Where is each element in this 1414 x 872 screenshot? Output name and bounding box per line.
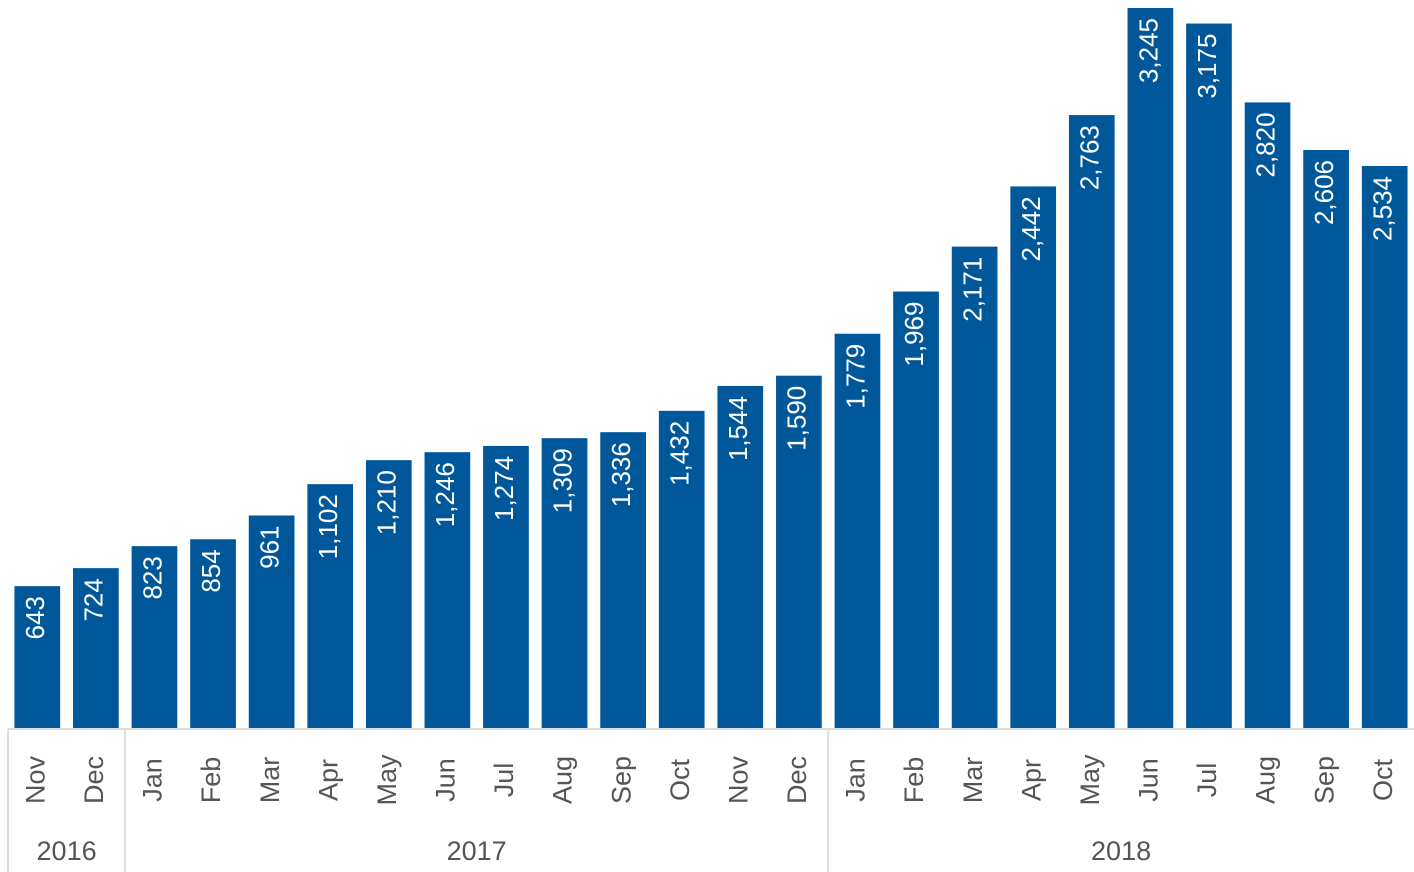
x-tick-label: Dec (79, 756, 109, 804)
value-label: 643 (20, 596, 50, 639)
bar (1303, 149, 1349, 729)
value-label: 2,820 (1250, 112, 1280, 177)
bar (1127, 8, 1174, 729)
x-tick-label: Oct (1368, 759, 1398, 802)
bar (1244, 102, 1291, 730)
value-label: 1,309 (547, 448, 577, 513)
bar (365, 460, 412, 729)
x-tick-label: Aug (1251, 756, 1281, 804)
value-label: 961 (255, 525, 285, 568)
x-tick-label: Feb (196, 757, 226, 804)
x-tick-label: Apr (1016, 759, 1046, 801)
x-tick-label: Mar (255, 757, 285, 804)
value-label: 1,102 (313, 494, 343, 559)
bar (14, 586, 61, 729)
bar (190, 539, 236, 729)
bar (951, 246, 998, 730)
x-tick-label: May (372, 754, 402, 806)
value-label: 823 (137, 556, 167, 599)
x-tick-label: Nov (20, 755, 50, 804)
x-tick-label: Aug (548, 756, 578, 804)
bar (483, 445, 529, 729)
year-label: 2018 (1091, 836, 1151, 866)
value-label: 2,442 (1016, 196, 1046, 261)
value-label: 2,171 (958, 257, 988, 322)
value-label: 1,544 (723, 396, 753, 461)
x-tick-label: Jan (841, 758, 871, 802)
bar (424, 452, 471, 729)
bar (541, 438, 588, 729)
year-label: 2017 (447, 836, 507, 866)
bar (307, 484, 354, 729)
bar (717, 385, 764, 729)
value-label: 1,336 (606, 442, 636, 507)
bar (1010, 186, 1057, 730)
x-tick-label: Jan (138, 758, 168, 802)
value-label: 1,969 (899, 302, 929, 367)
value-label: 854 (196, 549, 226, 592)
bar (1186, 23, 1232, 729)
x-tick-label: Jul (489, 763, 519, 798)
x-tick-label: Feb (899, 757, 929, 804)
x-tick-label: Nov (723, 755, 753, 804)
value-label: 2,534 (1368, 176, 1398, 241)
x-tick-label: Sep (606, 756, 636, 804)
value-label: 3,175 (1192, 34, 1222, 99)
bar (834, 333, 881, 729)
value-label: 2,606 (1309, 160, 1339, 225)
x-tick-label: Jun (1134, 758, 1164, 802)
value-label: 2,763 (1075, 125, 1105, 190)
x-tick-label: Apr (313, 759, 343, 801)
bar (248, 515, 295, 729)
bar (1068, 115, 1115, 729)
x-tick-label: Jun (431, 758, 461, 802)
x-tick-label: Oct (665, 759, 695, 802)
bar (1361, 165, 1408, 730)
x-tick-label: Mar (958, 757, 988, 804)
x-tick-label: Jul (1192, 763, 1222, 798)
x-tick-label: Sep (1309, 756, 1339, 804)
value-label: 1,590 (782, 386, 812, 451)
value-label: 1,246 (430, 462, 460, 527)
bar (893, 291, 939, 729)
value-label: 3,245 (1133, 18, 1163, 83)
bar (776, 375, 822, 729)
value-label: 1,274 (489, 456, 519, 521)
value-label: 1,432 (665, 421, 695, 486)
year-label: 2016 (37, 836, 97, 866)
x-tick-label: May (1075, 754, 1105, 806)
bar (658, 410, 705, 729)
value-label: 1,779 (840, 344, 870, 409)
value-label: 1,210 (372, 470, 402, 535)
bar (131, 546, 178, 729)
x-tick-label: Dec (782, 756, 812, 804)
bar (600, 432, 646, 729)
bar (73, 568, 119, 729)
value-label: 724 (79, 578, 109, 621)
